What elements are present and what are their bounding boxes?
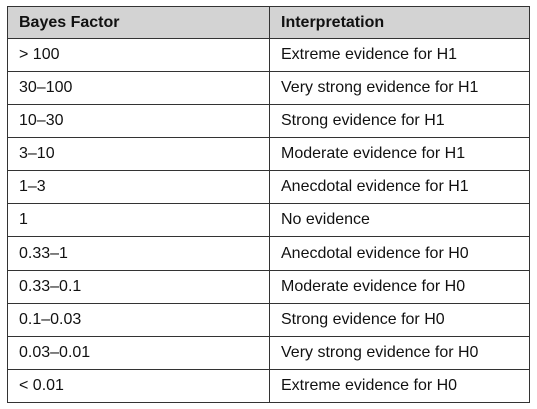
header-row: Bayes Factor Interpretation <box>7 6 530 39</box>
table-row: 10–30 Strong evidence for H1 <box>7 104 530 139</box>
bayes-factor-cell: 3–10 <box>7 137 270 172</box>
interpretation-cell: Strong evidence for H0 <box>269 302 530 337</box>
bayes-factor-cell: 30–100 <box>7 71 270 106</box>
interpretation-cell: Anecdotal evidence for H0 <box>269 236 530 271</box>
table-body: > 100 Extreme evidence for H1 30–100 Ver… <box>7 37 530 404</box>
table-row: 3–10 Moderate evidence for H1 <box>7 137 530 172</box>
bayes-factor-cell: < 0.01 <box>7 368 270 404</box>
bayes-factor-cell: > 100 <box>7 37 270 73</box>
table-header: Bayes Factor Interpretation <box>7 6 530 39</box>
interpretation-cell: Very strong evidence for H0 <box>269 335 530 370</box>
bayes-factor-table: Bayes Factor Interpretation > 100 Extrem… <box>7 6 530 404</box>
interpretation-cell: Moderate evidence for H0 <box>269 269 530 304</box>
interpretation-cell: Moderate evidence for H1 <box>269 137 530 172</box>
table-row: < 0.01 Extreme evidence for H0 <box>7 368 530 404</box>
table-row: 1–3 Anecdotal evidence for H1 <box>7 170 530 205</box>
bayes-factor-table-container: Bayes Factor Interpretation > 100 Extrem… <box>7 6 530 404</box>
bayes-factor-cell: 1–3 <box>7 170 270 205</box>
bayes-factor-cell: 10–30 <box>7 104 270 139</box>
bayes-factor-cell: 0.03–0.01 <box>7 335 270 370</box>
table-row: 30–100 Very strong evidence for H1 <box>7 71 530 106</box>
bayes-factor-cell: 0.1–0.03 <box>7 302 270 337</box>
column-header-interpretation: Interpretation <box>269 6 530 39</box>
table-row: 1 No evidence <box>7 203 530 238</box>
column-header-bayes-factor: Bayes Factor <box>7 6 270 39</box>
interpretation-cell: Very strong evidence for H1 <box>269 71 530 106</box>
table-row: 0.1–0.03 Strong evidence for H0 <box>7 302 530 337</box>
interpretation-cell: Extreme evidence for H0 <box>269 368 530 404</box>
bayes-factor-cell: 1 <box>7 203 270 238</box>
table-row: > 100 Extreme evidence for H1 <box>7 37 530 73</box>
interpretation-cell: Strong evidence for H1 <box>269 104 530 139</box>
interpretation-cell: No evidence <box>269 203 530 238</box>
interpretation-cell: Extreme evidence for H1 <box>269 37 530 73</box>
table-row: 0.33–1 Anecdotal evidence for H0 <box>7 236 530 271</box>
interpretation-cell: Anecdotal evidence for H1 <box>269 170 530 205</box>
table-row: 0.03–0.01 Very strong evidence for H0 <box>7 335 530 370</box>
table-row: 0.33–0.1 Moderate evidence for H0 <box>7 269 530 304</box>
bayes-factor-cell: 0.33–1 <box>7 236 270 271</box>
bayes-factor-cell: 0.33–0.1 <box>7 269 270 304</box>
